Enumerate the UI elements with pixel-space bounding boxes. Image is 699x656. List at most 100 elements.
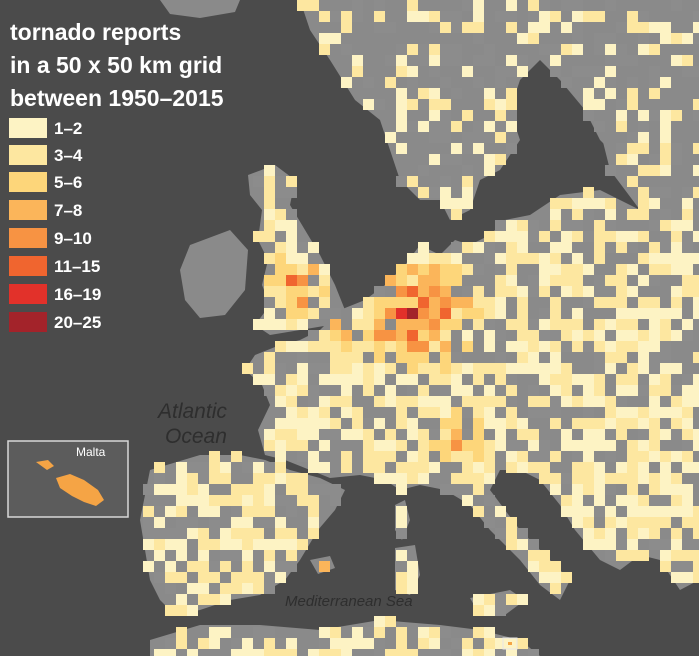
grid-cell: [539, 286, 550, 297]
grid-cell: [264, 165, 275, 176]
grid-cell: [451, 55, 462, 66]
grid-cell: [572, 451, 583, 462]
grid-cell: [242, 495, 253, 506]
grid-cell: [429, 319, 440, 330]
grid-cell: [440, 55, 451, 66]
grid-cell: [407, 561, 418, 572]
grid-cell: [649, 275, 660, 286]
grid-cell: [484, 627, 495, 638]
grid-cell: [550, 66, 561, 77]
grid-cell: [396, 308, 407, 319]
grid-cell: [319, 396, 330, 407]
grid-cell: [528, 11, 539, 22]
grid-cell: [638, 550, 649, 561]
grid-cell: [374, 99, 385, 110]
grid-cell: [209, 627, 220, 638]
grid-cell: [352, 418, 363, 429]
grid-cell: [341, 396, 352, 407]
grid-cell: [506, 55, 517, 66]
grid-cell: [286, 242, 297, 253]
grid-cell: [660, 77, 671, 88]
grid-cell: [583, 517, 594, 528]
grid-cell: [660, 319, 671, 330]
malta-inset: Malta: [7, 440, 129, 518]
grid-cell: [616, 396, 627, 407]
grid-cell: [374, 440, 385, 451]
grid-cell: [660, 220, 671, 231]
grid-cell: [627, 99, 638, 110]
grid-cell: [440, 253, 451, 264]
grid-cell: [638, 385, 649, 396]
grid-cell: [484, 462, 495, 473]
grid-cell: [528, 451, 539, 462]
grid-cell: [154, 550, 165, 561]
grid-cell: [660, 154, 671, 165]
grid-cell: [451, 275, 462, 286]
grid-cell: [649, 110, 660, 121]
grid-cell: [528, 396, 539, 407]
grid-cell: [616, 407, 627, 418]
grid-cell: [627, 550, 638, 561]
grid-cell: [583, 66, 594, 77]
grid-cell: [649, 440, 660, 451]
grid-cell: [165, 605, 176, 616]
grid-cell: [682, 561, 693, 572]
grid-cell: [473, 473, 484, 484]
grid-cell: [363, 385, 374, 396]
grid-cell: [264, 550, 275, 561]
grid-cell: [561, 429, 572, 440]
grid-cell: [363, 451, 374, 462]
grid-cell: [627, 264, 638, 275]
grid-cell: [539, 352, 550, 363]
grid-cell: [649, 319, 660, 330]
grid-cell: [473, 55, 484, 66]
grid-cell: [418, 187, 429, 198]
grid-cell: [484, 88, 495, 99]
grid-cell: [572, 495, 583, 506]
grid-cell: [682, 484, 693, 495]
grid-cell: [297, 352, 308, 363]
grid-cell: [418, 275, 429, 286]
grid-cell: [407, 253, 418, 264]
grid-cell: [451, 297, 462, 308]
grid-cell: [176, 627, 187, 638]
grid-cell: [242, 539, 253, 550]
grid-cell: [517, 66, 528, 77]
grid-cell: [638, 121, 649, 132]
grid-cell: [462, 264, 473, 275]
grid-cell: [539, 374, 550, 385]
grid-cell: [682, 374, 693, 385]
grid-cell: [660, 473, 671, 484]
grid-cell: [143, 506, 154, 517]
grid-cell: [352, 11, 363, 22]
grid-cell: [286, 374, 297, 385]
grid-cell: [649, 220, 660, 231]
grid-cell: [385, 22, 396, 33]
grid-cell: [286, 396, 297, 407]
grid-cell: [308, 363, 319, 374]
grid-cell: [649, 528, 660, 539]
grid-cell: [583, 539, 594, 550]
grid-cell: [341, 374, 352, 385]
grid-cell: [561, 231, 572, 242]
grid-cell: [506, 275, 517, 286]
grid-cell: [407, 99, 418, 110]
grid-cell: [473, 77, 484, 88]
grid-cell: [605, 231, 616, 242]
grid-cell: [495, 440, 506, 451]
grid-cell: [473, 264, 484, 275]
grid-cell: [649, 154, 660, 165]
grid-cell: [187, 495, 198, 506]
grid-cell: [187, 528, 198, 539]
grid-cell: [352, 341, 363, 352]
grid-cell: [473, 594, 484, 605]
grid-cell: [528, 539, 539, 550]
grid-cell: [561, 198, 572, 209]
grid-cell: [506, 88, 517, 99]
grid-cell: [682, 418, 693, 429]
grid-cell: [176, 550, 187, 561]
grid-cell: [231, 572, 242, 583]
grid-cell: [517, 451, 528, 462]
grid-cell: [627, 231, 638, 242]
